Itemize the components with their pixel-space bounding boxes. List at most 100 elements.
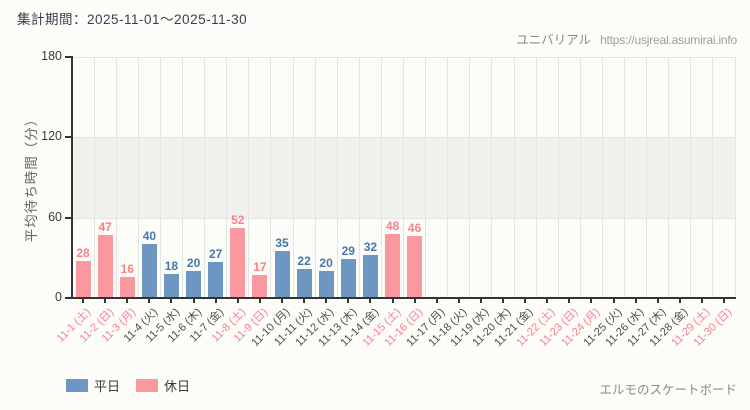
bar-11-4 (141, 244, 157, 298)
bar-11-14 (362, 255, 378, 298)
bar-11-12 (318, 271, 334, 298)
bar-11-11 (296, 268, 312, 298)
y-tick (65, 56, 71, 58)
v-gridline (624, 57, 625, 298)
y-tick-label: 0 (55, 290, 62, 304)
v-gridline (469, 57, 471, 298)
v-gridline (668, 57, 670, 298)
v-gridline (336, 57, 338, 298)
x-tick (502, 299, 504, 303)
watermark: ユニバリアル https://usjreal.asumirai.info (516, 29, 737, 48)
site-name: ユニバリアル (516, 33, 592, 47)
plot-area (72, 57, 736, 298)
x-tick (192, 299, 195, 303)
legend: 平日 休日 (66, 376, 190, 395)
x-tick (568, 299, 571, 303)
period-label: 集計期間：2025-11-01～2025-11-30 (17, 12, 248, 27)
bar-11-2 (97, 235, 113, 298)
bar-value-label: 28 (76, 245, 90, 260)
bar-11-10 (274, 251, 290, 298)
x-tick (126, 299, 129, 303)
x-tick (700, 299, 703, 303)
x-tick (214, 299, 217, 303)
bar-value-label: 18 (164, 258, 179, 273)
bar-value-label: 47 (98, 220, 112, 235)
v-gridline (403, 57, 404, 298)
legend-item-holiday: 休日 (136, 376, 190, 395)
x-tick (435, 299, 438, 303)
bar-value-label: 20 (319, 256, 333, 271)
x-tick (678, 299, 681, 303)
y-tick-label: 120 (41, 129, 62, 144)
x-tick (479, 299, 482, 303)
bar-value-label: 46 (407, 221, 422, 236)
v-gridline (690, 57, 692, 298)
x-tick (369, 299, 372, 303)
site-url: https://usjreal.asumirai.info (600, 33, 737, 47)
x-tick (258, 299, 261, 303)
x-tick (656, 299, 659, 303)
bar-11-15 (385, 233, 400, 298)
x-tick (347, 299, 350, 303)
y-tick (65, 297, 71, 299)
x-tick (590, 299, 593, 303)
v-gridline (159, 57, 161, 298)
v-gridline (447, 57, 449, 298)
v-gridline (358, 57, 360, 298)
x-tick (457, 299, 460, 303)
x-tick (612, 299, 615, 303)
bar-11-5 (164, 273, 179, 298)
bar-value-label: 27 (209, 246, 223, 261)
legend-swatch-holiday (136, 379, 159, 392)
legend-label-weekday: 平日 (94, 379, 121, 394)
v-gridline (380, 57, 382, 298)
v-gridline (734, 57, 736, 298)
bar-value-label: 22 (297, 253, 311, 268)
v-gridline (425, 57, 427, 298)
x-tick (303, 299, 306, 303)
bar-value-label: 20 (186, 256, 201, 271)
x-tick (104, 299, 107, 303)
v-gridline (248, 57, 250, 298)
y-axis-line (71, 56, 73, 299)
x-tick (524, 299, 526, 303)
v-gridline (270, 57, 272, 298)
bar-value-label: 52 (231, 213, 245, 228)
bar-11-6 (186, 271, 201, 298)
v-gridline (137, 57, 139, 298)
y-tick-label: 60 (48, 209, 62, 224)
y-tick (65, 136, 71, 139)
bar-value-label: 48 (385, 218, 400, 233)
x-tick (325, 299, 328, 303)
v-gridline (115, 57, 117, 298)
x-tick (391, 299, 394, 303)
x-tick (546, 299, 549, 303)
bar-11-16 (407, 236, 423, 298)
legend-swatch-weekday (66, 379, 88, 392)
x-tick (170, 299, 173, 303)
v-gridline (491, 57, 493, 298)
bar-value-label: 32 (363, 240, 378, 255)
x-tick (82, 299, 84, 303)
y-tick-label: 180 (41, 49, 62, 63)
x-tick (148, 299, 151, 303)
v-gridline (292, 57, 294, 298)
y-tick (65, 216, 71, 219)
legend-label-holiday: 休日 (164, 379, 191, 394)
bar-11-9 (252, 275, 268, 298)
bar-value-label: 16 (120, 261, 134, 276)
v-gridline (601, 57, 603, 298)
bar-11-13 (340, 259, 356, 298)
v-gridline (712, 57, 714, 298)
v-gridline (579, 57, 581, 298)
x-tick (634, 299, 637, 303)
bar-value-label: 35 (275, 236, 289, 251)
legend-item-weekday: 平日 (66, 376, 120, 395)
v-gridline (646, 57, 648, 298)
x-tick (723, 299, 725, 303)
v-gridline (226, 57, 228, 298)
v-gridline (204, 57, 206, 298)
bar-value-label: 40 (142, 229, 157, 244)
x-tick (236, 299, 239, 303)
